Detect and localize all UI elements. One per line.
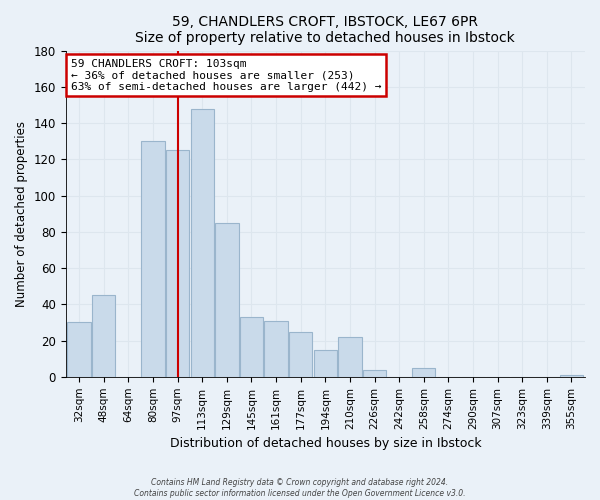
Bar [166, 150, 190, 377]
Bar [240, 317, 263, 377]
Bar [412, 368, 436, 377]
Text: 59 CHANDLERS CROFT: 103sqm
← 36% of detached houses are smaller (253)
63% of sem: 59 CHANDLERS CROFT: 103sqm ← 36% of deta… [71, 58, 382, 92]
Bar [67, 322, 91, 377]
Text: Contains HM Land Registry data © Crown copyright and database right 2024.
Contai: Contains HM Land Registry data © Crown c… [134, 478, 466, 498]
Title: 59, CHANDLERS CROFT, IBSTOCK, LE67 6PR
Size of property relative to detached hou: 59, CHANDLERS CROFT, IBSTOCK, LE67 6PR S… [136, 15, 515, 45]
Bar [92, 295, 115, 377]
Bar [560, 375, 583, 377]
Bar [142, 141, 165, 377]
Bar [215, 222, 239, 377]
Bar [363, 370, 386, 377]
Bar [338, 337, 362, 377]
Y-axis label: Number of detached properties: Number of detached properties [15, 120, 28, 306]
Bar [314, 350, 337, 377]
Bar [191, 108, 214, 377]
X-axis label: Distribution of detached houses by size in Ibstock: Distribution of detached houses by size … [170, 437, 481, 450]
Bar [289, 332, 313, 377]
Bar [265, 320, 288, 377]
